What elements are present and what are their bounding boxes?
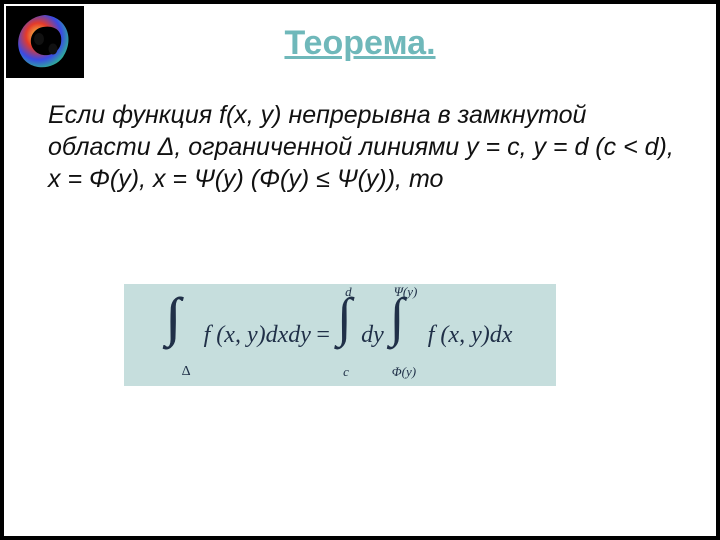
- double-integral-symbol: ∫∫ Δ: [166, 300, 200, 370]
- double-integral-sub: Δ: [182, 364, 191, 380]
- formula: ∫∫ Δ f (x, y)dxdy = ∫ d c dy ∫ Ψ(y) Φ(y)…: [166, 296, 515, 374]
- formula-box: ∫∫ Δ f (x, y)dxdy = ∫ d c dy ∫ Ψ(y) Φ(y)…: [124, 284, 556, 386]
- inner-integral-upper: Ψ(y): [394, 284, 418, 300]
- outer-diff: dy: [359, 322, 386, 349]
- integrand-right: f (x, y)dx: [426, 322, 515, 349]
- theorem-body: Если функция f(x, y) непрерывна в замкну…: [48, 99, 678, 195]
- outer-integral-upper: d: [345, 284, 352, 300]
- inner-integral-lower: Φ(y): [392, 364, 416, 380]
- equals-sign: =: [313, 322, 333, 349]
- slide-frame: Теорема. Если функция f(x, y) непрерывна…: [0, 0, 720, 540]
- integrand-left: f (x, y)dxdy: [202, 322, 313, 349]
- outer-integral-symbol: ∫ d c: [335, 296, 357, 374]
- outer-integral-lower: c: [343, 364, 349, 380]
- slide-title: Теорема.: [4, 24, 716, 63]
- inner-integral-symbol: ∫ Ψ(y) Φ(y): [388, 296, 424, 374]
